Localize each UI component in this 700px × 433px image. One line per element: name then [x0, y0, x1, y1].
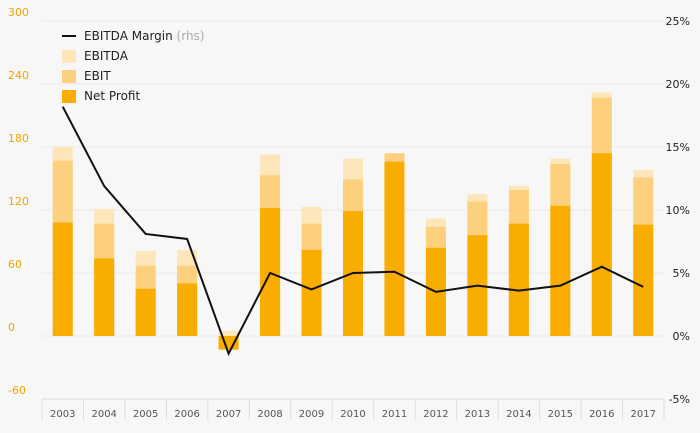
x-tick-label-2017: 2017 — [631, 409, 656, 420]
legend-label-ebit: EBIT — [84, 69, 111, 83]
x-tick-label-2007: 2007 — [216, 409, 241, 420]
bar-net-profit-2017 — [633, 224, 654, 336]
y-right-tick-label: 0% — [673, 330, 690, 343]
y-left-tick-label: 300 — [8, 6, 29, 19]
y-left-tick-label: 180 — [8, 132, 29, 145]
margin-line-series — [61, 106, 644, 357]
line-ebitda-margin — [61, 106, 644, 357]
legend-item-ebitda-margin: EBITDA Margin (rhs) — [62, 29, 205, 43]
y-right-tick-label: 20% — [666, 78, 690, 91]
bar-net-profit-2011 — [384, 161, 405, 336]
y-left-tick-label: 120 — [8, 195, 29, 208]
bar-net-profit-2004 — [94, 258, 115, 336]
bar-series — [52, 92, 654, 350]
x-tick-label-2009: 2009 — [299, 409, 324, 420]
x-tick-label-2014: 2014 — [506, 409, 531, 420]
x-tick-label-2004: 2004 — [91, 409, 116, 420]
axes: 300 240 180 120 60 0 -60 25% 20% 15% 10% 5% 0% -5% 200… — [8, 6, 690, 420]
x-tick-label-2005: 2005 — [133, 409, 158, 420]
bar-net-profit-2006 — [177, 283, 198, 336]
legend-label-ebitda: EBITDA — [84, 49, 129, 63]
legend-swatch-net-profit — [62, 90, 76, 103]
legend-item-net-profit: Net Profit — [62, 89, 140, 103]
x-tick-label-2011: 2011 — [382, 409, 407, 420]
x-tick-label-2006: 2006 — [174, 409, 199, 420]
y-right-tick-label: -5% — [669, 393, 690, 406]
x-tick-label-2012: 2012 — [423, 409, 448, 420]
y-left-tick-label: -60 — [8, 384, 26, 397]
x-tick-label-2010: 2010 — [340, 409, 365, 420]
bar-ebitda-2007 — [218, 330, 239, 336]
y-left-tick-label: 240 — [8, 69, 29, 82]
legend-swatch-ebitda — [62, 50, 76, 63]
x-tick-label-2016: 2016 — [589, 409, 614, 420]
y-right-tick-label: 5% — [673, 267, 690, 280]
legend: EBITDA Margin (rhs) EBITDA EBIT Net Profit — [62, 29, 205, 103]
x-tick-label-2015: 2015 — [548, 409, 573, 420]
y-left-tick-label: 60 — [8, 258, 22, 271]
bar-net-profit-2015 — [550, 205, 571, 336]
x-tick-label-2008: 2008 — [257, 409, 282, 420]
x-tick-label-2003: 2003 — [50, 409, 75, 420]
legend-item-ebitda: EBITDA — [62, 49, 129, 63]
legend-swatch-ebit — [62, 70, 76, 83]
bar-net-profit-2005 — [135, 288, 156, 336]
bar-net-profit-2016 — [591, 153, 612, 336]
legend-rhs-suffix: (rhs) — [177, 29, 205, 43]
y-right-tick-label: 25% — [666, 15, 690, 28]
bar-net-profit-2003 — [52, 222, 73, 336]
y-right-tick-label: 15% — [666, 141, 690, 154]
y-left-tick-label: 0 — [8, 321, 15, 334]
bar-net-profit-2014 — [508, 223, 529, 336]
bar-net-profit-2009 — [301, 249, 322, 336]
x-tick-label-2013: 2013 — [465, 409, 490, 420]
legend-item-ebit: EBIT — [62, 69, 111, 83]
legend-label-ebitda-margin: EBITDA Margin (rhs) — [84, 29, 205, 43]
y-right-tick-label: 10% — [666, 204, 690, 217]
legend-label-net-profit: Net Profit — [84, 89, 140, 103]
